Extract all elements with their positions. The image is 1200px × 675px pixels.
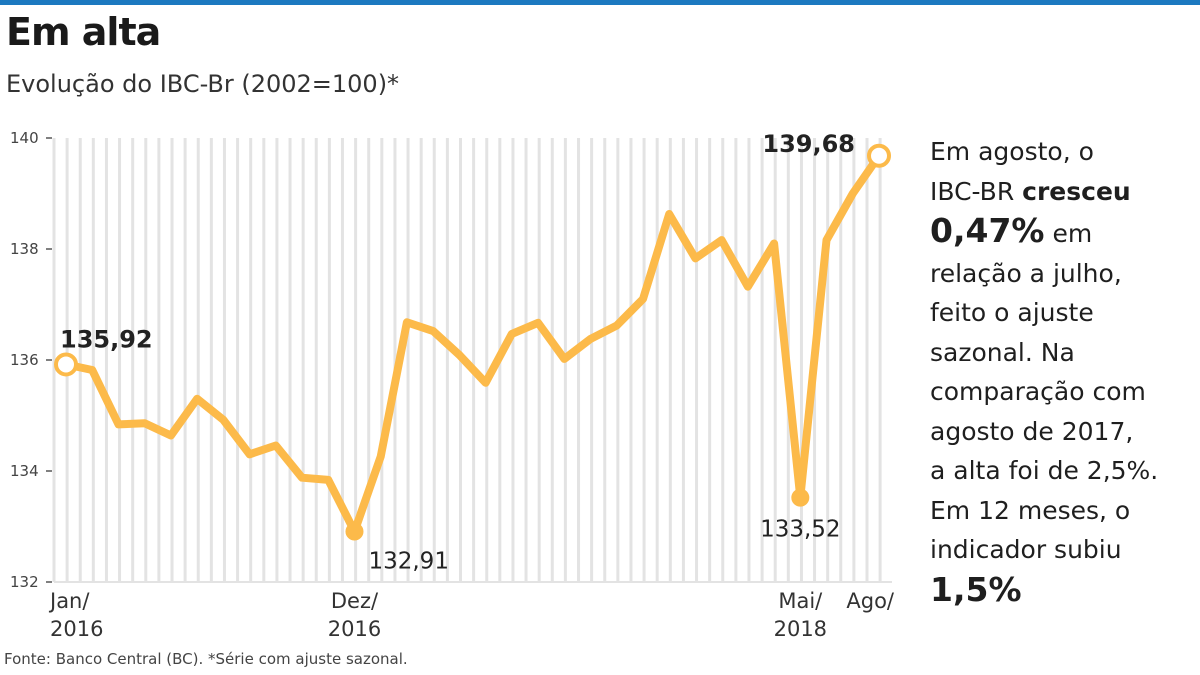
annotation-line: 1,5% [930, 569, 1022, 609]
data-markers [54, 143, 891, 541]
data-label: 133,52 [760, 517, 840, 543]
x-tick-label-year: 2016 [50, 617, 103, 641]
x-tick-label-year: 2018 [774, 617, 827, 641]
y-axis-ticks: 132 134 136 138 140 [10, 129, 52, 591]
top-accent-rule [0, 0, 1200, 5]
y-tick-label: 138 [10, 240, 39, 258]
data-label: 132,91 [368, 548, 448, 574]
x-tick-label-year: 2016 [328, 617, 381, 641]
y-tick-label: 136 [10, 351, 39, 369]
grid-lines [52, 138, 892, 583]
x-tick-label: Jan/ [48, 589, 90, 613]
y-tick-label: 134 [10, 462, 39, 480]
annotation-text: Em agosto, o IBC-BR cresceu 0,47% em rel… [930, 132, 1195, 612]
annotation-line: indicador subiu [930, 535, 1122, 564]
annotation-line: feito o ajuste [930, 298, 1094, 327]
x-axis-ticks: Jan/2016 Dez/2016 Mai/2018 Ago/ [48, 589, 895, 641]
chart-subtitle: Evolução do IBC-Br (2002=100)* [6, 70, 400, 98]
y-tick-label: 140 [10, 129, 39, 147]
x-tick-label: Dez/ [331, 589, 379, 613]
annotation-line: a alta foi de 2,5%. [930, 456, 1159, 485]
annotation-line: comparação com [930, 377, 1146, 406]
annotation-line: Em agosto, o [930, 137, 1094, 166]
x-tick-label: Mai/ [778, 589, 823, 613]
annotation-line: 0,47% em [930, 211, 1093, 250]
data-labels: 135,92 132,91 133,52 139,68 [60, 130, 855, 575]
data-label: 135,92 [60, 325, 153, 353]
annotation-line: sazonal. Na [930, 337, 1075, 367]
data-point-marker [54, 352, 78, 377]
data-point-marker [791, 488, 810, 507]
data-label: 139,68 [762, 130, 855, 158]
data-point-marker [867, 143, 891, 168]
annotation-line: IBC-BR cresceu [930, 176, 1131, 206]
x-tick-label: Ago/ [846, 589, 895, 613]
chart-title: Em alta [6, 10, 161, 54]
annotation-line: Em 12 meses, o [930, 495, 1131, 525]
series-line [62, 151, 883, 536]
annotation-line: relação a julho, [930, 258, 1122, 288]
source-note: Fonte: Banco Central (BC). *Série com aj… [4, 650, 408, 668]
annotation-line: agosto de 2017, [930, 416, 1134, 446]
data-point-marker [345, 522, 364, 541]
y-tick-label: 132 [10, 573, 39, 591]
